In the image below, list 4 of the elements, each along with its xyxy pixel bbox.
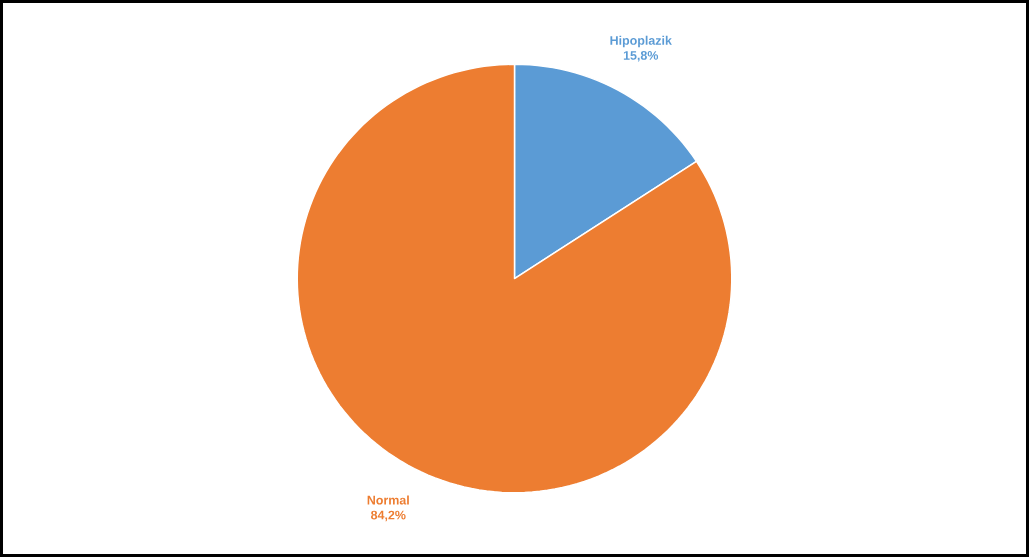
slice-label: Normal [367, 495, 409, 505]
data-label: 15,8% [623, 51, 659, 62]
data-label: 84,2% [371, 510, 406, 522]
slice-label: Hipoplazik [610, 35, 672, 48]
